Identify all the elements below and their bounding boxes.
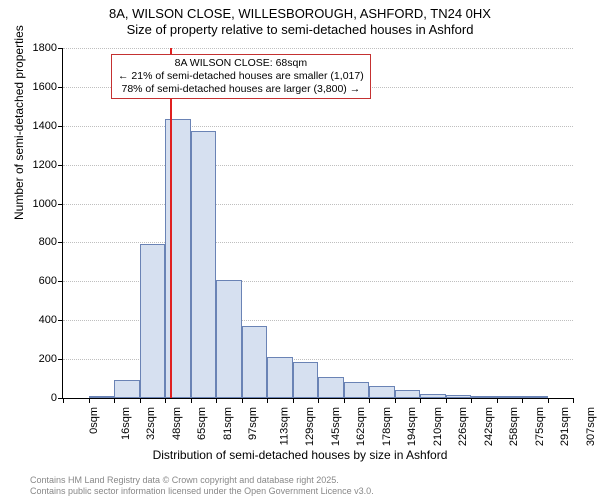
footer-line-1: Contains HM Land Registry data © Crown c… [30, 475, 374, 486]
xtick-mark [471, 398, 472, 403]
histogram-bar [471, 396, 497, 398]
ytick-label: 600 [39, 275, 57, 287]
ytick-mark [58, 359, 63, 360]
annotation-box: 8A WILSON CLOSE: 68sqm ← 21% of semi-det… [111, 54, 371, 99]
xtick-mark [548, 398, 549, 403]
xtick-mark [344, 398, 345, 403]
xtick-label: 129sqm [304, 407, 316, 446]
xtick-label: 65sqm [196, 407, 208, 440]
xtick-mark [293, 398, 294, 403]
chart-container: 8A, WILSON CLOSE, WILLESBOROUGH, ASHFORD… [0, 0, 600, 500]
ytick-mark [58, 126, 63, 127]
y-axis-label: Number of semi-detached properties [12, 25, 26, 220]
title-block: 8A, WILSON CLOSE, WILLESBOROUGH, ASHFORD… [0, 0, 600, 39]
xtick-mark [63, 398, 64, 403]
xtick-label: 0sqm [88, 407, 100, 434]
gridline [63, 48, 573, 49]
xtick-mark [140, 398, 141, 403]
xtick-label: 162sqm [355, 407, 367, 446]
marker-line [170, 48, 172, 398]
xtick-label: 97sqm [247, 407, 259, 440]
xtick-mark [242, 398, 243, 403]
xtick-label: 258sqm [508, 407, 520, 446]
xtick-label: 210sqm [432, 407, 444, 446]
footer-line-2: Contains public sector information licen… [30, 486, 374, 497]
title-line-1: 8A, WILSON CLOSE, WILLESBOROUGH, ASHFORD… [0, 6, 600, 22]
xtick-mark [89, 398, 90, 403]
histogram-bar [293, 362, 319, 398]
ytick-mark [58, 281, 63, 282]
xtick-label: 307sqm [585, 407, 597, 446]
xtick-mark [522, 398, 523, 403]
xtick-label: 242sqm [483, 407, 495, 446]
xtick-label: 145sqm [330, 407, 342, 446]
ytick-mark [58, 48, 63, 49]
footer: Contains HM Land Registry data © Crown c… [30, 475, 374, 497]
xtick-label: 16sqm [120, 407, 132, 440]
histogram-bar [89, 396, 115, 398]
histogram-bar [344, 382, 370, 398]
histogram-bar [114, 380, 140, 398]
xtick-label: 226sqm [457, 407, 469, 446]
xtick-mark [573, 398, 574, 403]
ytick-label: 200 [39, 353, 57, 365]
ytick-label: 1800 [33, 42, 57, 54]
ytick-label: 1000 [33, 198, 57, 210]
histogram-bar [395, 390, 421, 398]
gridline [63, 242, 573, 243]
xtick-mark [216, 398, 217, 403]
gridline [63, 165, 573, 166]
xtick-label: 48sqm [171, 407, 183, 440]
xtick-label: 113sqm [278, 407, 290, 445]
histogram-bar [191, 131, 217, 398]
annotation-line-1: 8A WILSON CLOSE: 68sqm [118, 57, 364, 70]
xtick-label: 178sqm [381, 407, 393, 446]
annotation-line-2: ← 21% of semi-detached houses are smalle… [118, 70, 364, 83]
xtick-mark [267, 398, 268, 403]
xtick-mark [191, 398, 192, 403]
histogram-bar [267, 357, 293, 398]
ytick-label: 1400 [33, 120, 57, 132]
title-line-2: Size of property relative to semi-detach… [0, 22, 600, 38]
xtick-mark [420, 398, 421, 403]
histogram-bar [420, 394, 446, 398]
histogram-bar [165, 119, 191, 398]
ytick-mark [58, 165, 63, 166]
histogram-bar [446, 395, 472, 398]
ytick-label: 1600 [33, 81, 57, 93]
gridline [63, 126, 573, 127]
histogram-bar [318, 377, 344, 398]
ytick-label: 1200 [33, 159, 57, 171]
gridline [63, 204, 573, 205]
xtick-mark [446, 398, 447, 403]
histogram-bar [369, 386, 395, 398]
x-axis-label: Distribution of semi-detached houses by … [0, 448, 600, 462]
xtick-label: 275sqm [534, 407, 546, 446]
xtick-label: 32sqm [145, 407, 157, 440]
xtick-label: 81sqm [222, 407, 234, 440]
xtick-mark [318, 398, 319, 403]
ytick-label: 400 [39, 314, 57, 326]
histogram-bar [242, 326, 268, 398]
xtick-mark [165, 398, 166, 403]
annotation-line-3: 78% of semi-detached houses are larger (… [118, 83, 364, 96]
ytick-label: 800 [39, 236, 57, 248]
xtick-mark [369, 398, 370, 403]
xtick-mark [497, 398, 498, 403]
histogram-bar [216, 280, 242, 398]
xtick-label: 194sqm [406, 407, 418, 446]
ytick-mark [58, 242, 63, 243]
ytick-mark [58, 204, 63, 205]
xtick-mark [114, 398, 115, 403]
xtick-mark [395, 398, 396, 403]
histogram-bar [522, 396, 548, 398]
histogram-bar [497, 396, 523, 398]
ytick-mark [58, 320, 63, 321]
histogram-bar [140, 244, 166, 398]
ytick-label: 0 [51, 392, 57, 404]
ytick-mark [58, 87, 63, 88]
plot-area: 0200400600800100012001400160018000sqm16s… [62, 48, 573, 399]
xtick-label: 291sqm [559, 407, 571, 446]
